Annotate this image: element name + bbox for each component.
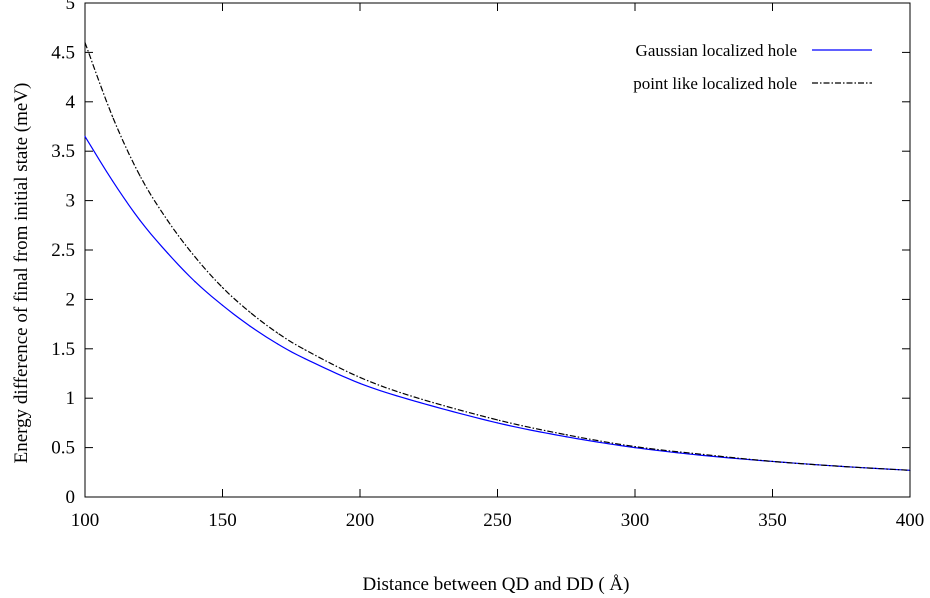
- series-1-point: [249, 325, 251, 327]
- y-tick-label: 2.5: [51, 240, 75, 261]
- series-2-point: [84, 41, 86, 44]
- y-tick-label: 5: [66, 0, 76, 14]
- series-2-point: [909, 469, 911, 471]
- series-1-point: [221, 304, 224, 306]
- legend-label: Gaussian localized hole: [636, 41, 797, 60]
- series-1-point: [84, 135, 86, 137]
- series-2-point: [166, 219, 169, 221]
- y-tick-label: 0.5: [51, 438, 75, 459]
- y-tick-label: 3: [66, 191, 76, 212]
- series-1-point: [359, 382, 361, 384]
- series-2-point: [276, 332, 279, 334]
- series-2-point: [565, 434, 567, 436]
- series-2-point: [221, 286, 224, 289]
- x-tick-label: 400: [896, 510, 925, 531]
- series-1-point: [496, 422, 499, 424]
- series-2-point: [840, 465, 842, 467]
- series-1-point: [565, 436, 567, 438]
- y-tick-label: 1: [66, 388, 76, 409]
- series-1-point: [634, 447, 636, 449]
- series-1-point: [703, 454, 705, 457]
- x-tick-label: 200: [346, 510, 375, 531]
- x-tick-label: 100: [71, 510, 100, 531]
- series-1-point: [276, 343, 279, 345]
- series-2-point: [111, 116, 114, 118]
- y-tick-label: 4: [66, 92, 76, 113]
- series-line-2: [84, 42, 911, 471]
- x-tick-label: 300: [621, 510, 650, 531]
- series-1-point: [304, 358, 306, 360]
- series-2-point: [414, 396, 416, 398]
- series-1-point: [139, 219, 141, 221]
- series-2-point: [359, 376, 361, 379]
- series-2-point: [496, 419, 499, 421]
- y-tick-label: 2: [66, 289, 76, 310]
- series-1-point: [166, 252, 169, 254]
- series-2-point: [703, 453, 705, 456]
- series-1-point: [194, 281, 196, 283]
- series-2-point: [139, 175, 141, 177]
- series-2-point: [249, 311, 251, 313]
- y-tick-label: 4.5: [51, 42, 75, 63]
- series-1-point: [111, 180, 114, 182]
- x-tick-label: 250: [483, 510, 512, 531]
- series-2-point: [634, 446, 636, 448]
- x-tick-label: 150: [208, 510, 237, 531]
- series-2-point: [304, 349, 306, 351]
- series-1-point: [414, 400, 416, 402]
- legend-label: point like localized hole: [633, 74, 797, 93]
- y-axis-label: Energy difference of final from initial …: [11, 83, 32, 464]
- y-tick-label: 1.5: [51, 339, 75, 360]
- y-tick-label: 3.5: [51, 141, 75, 162]
- x-axis-label: Distance between QD and DD ( Å): [363, 574, 630, 595]
- series-2-point: [771, 460, 774, 463]
- series-2-point: [194, 256, 196, 258]
- x-tick-label: 350: [758, 510, 787, 531]
- y-tick-label: 0: [66, 487, 76, 508]
